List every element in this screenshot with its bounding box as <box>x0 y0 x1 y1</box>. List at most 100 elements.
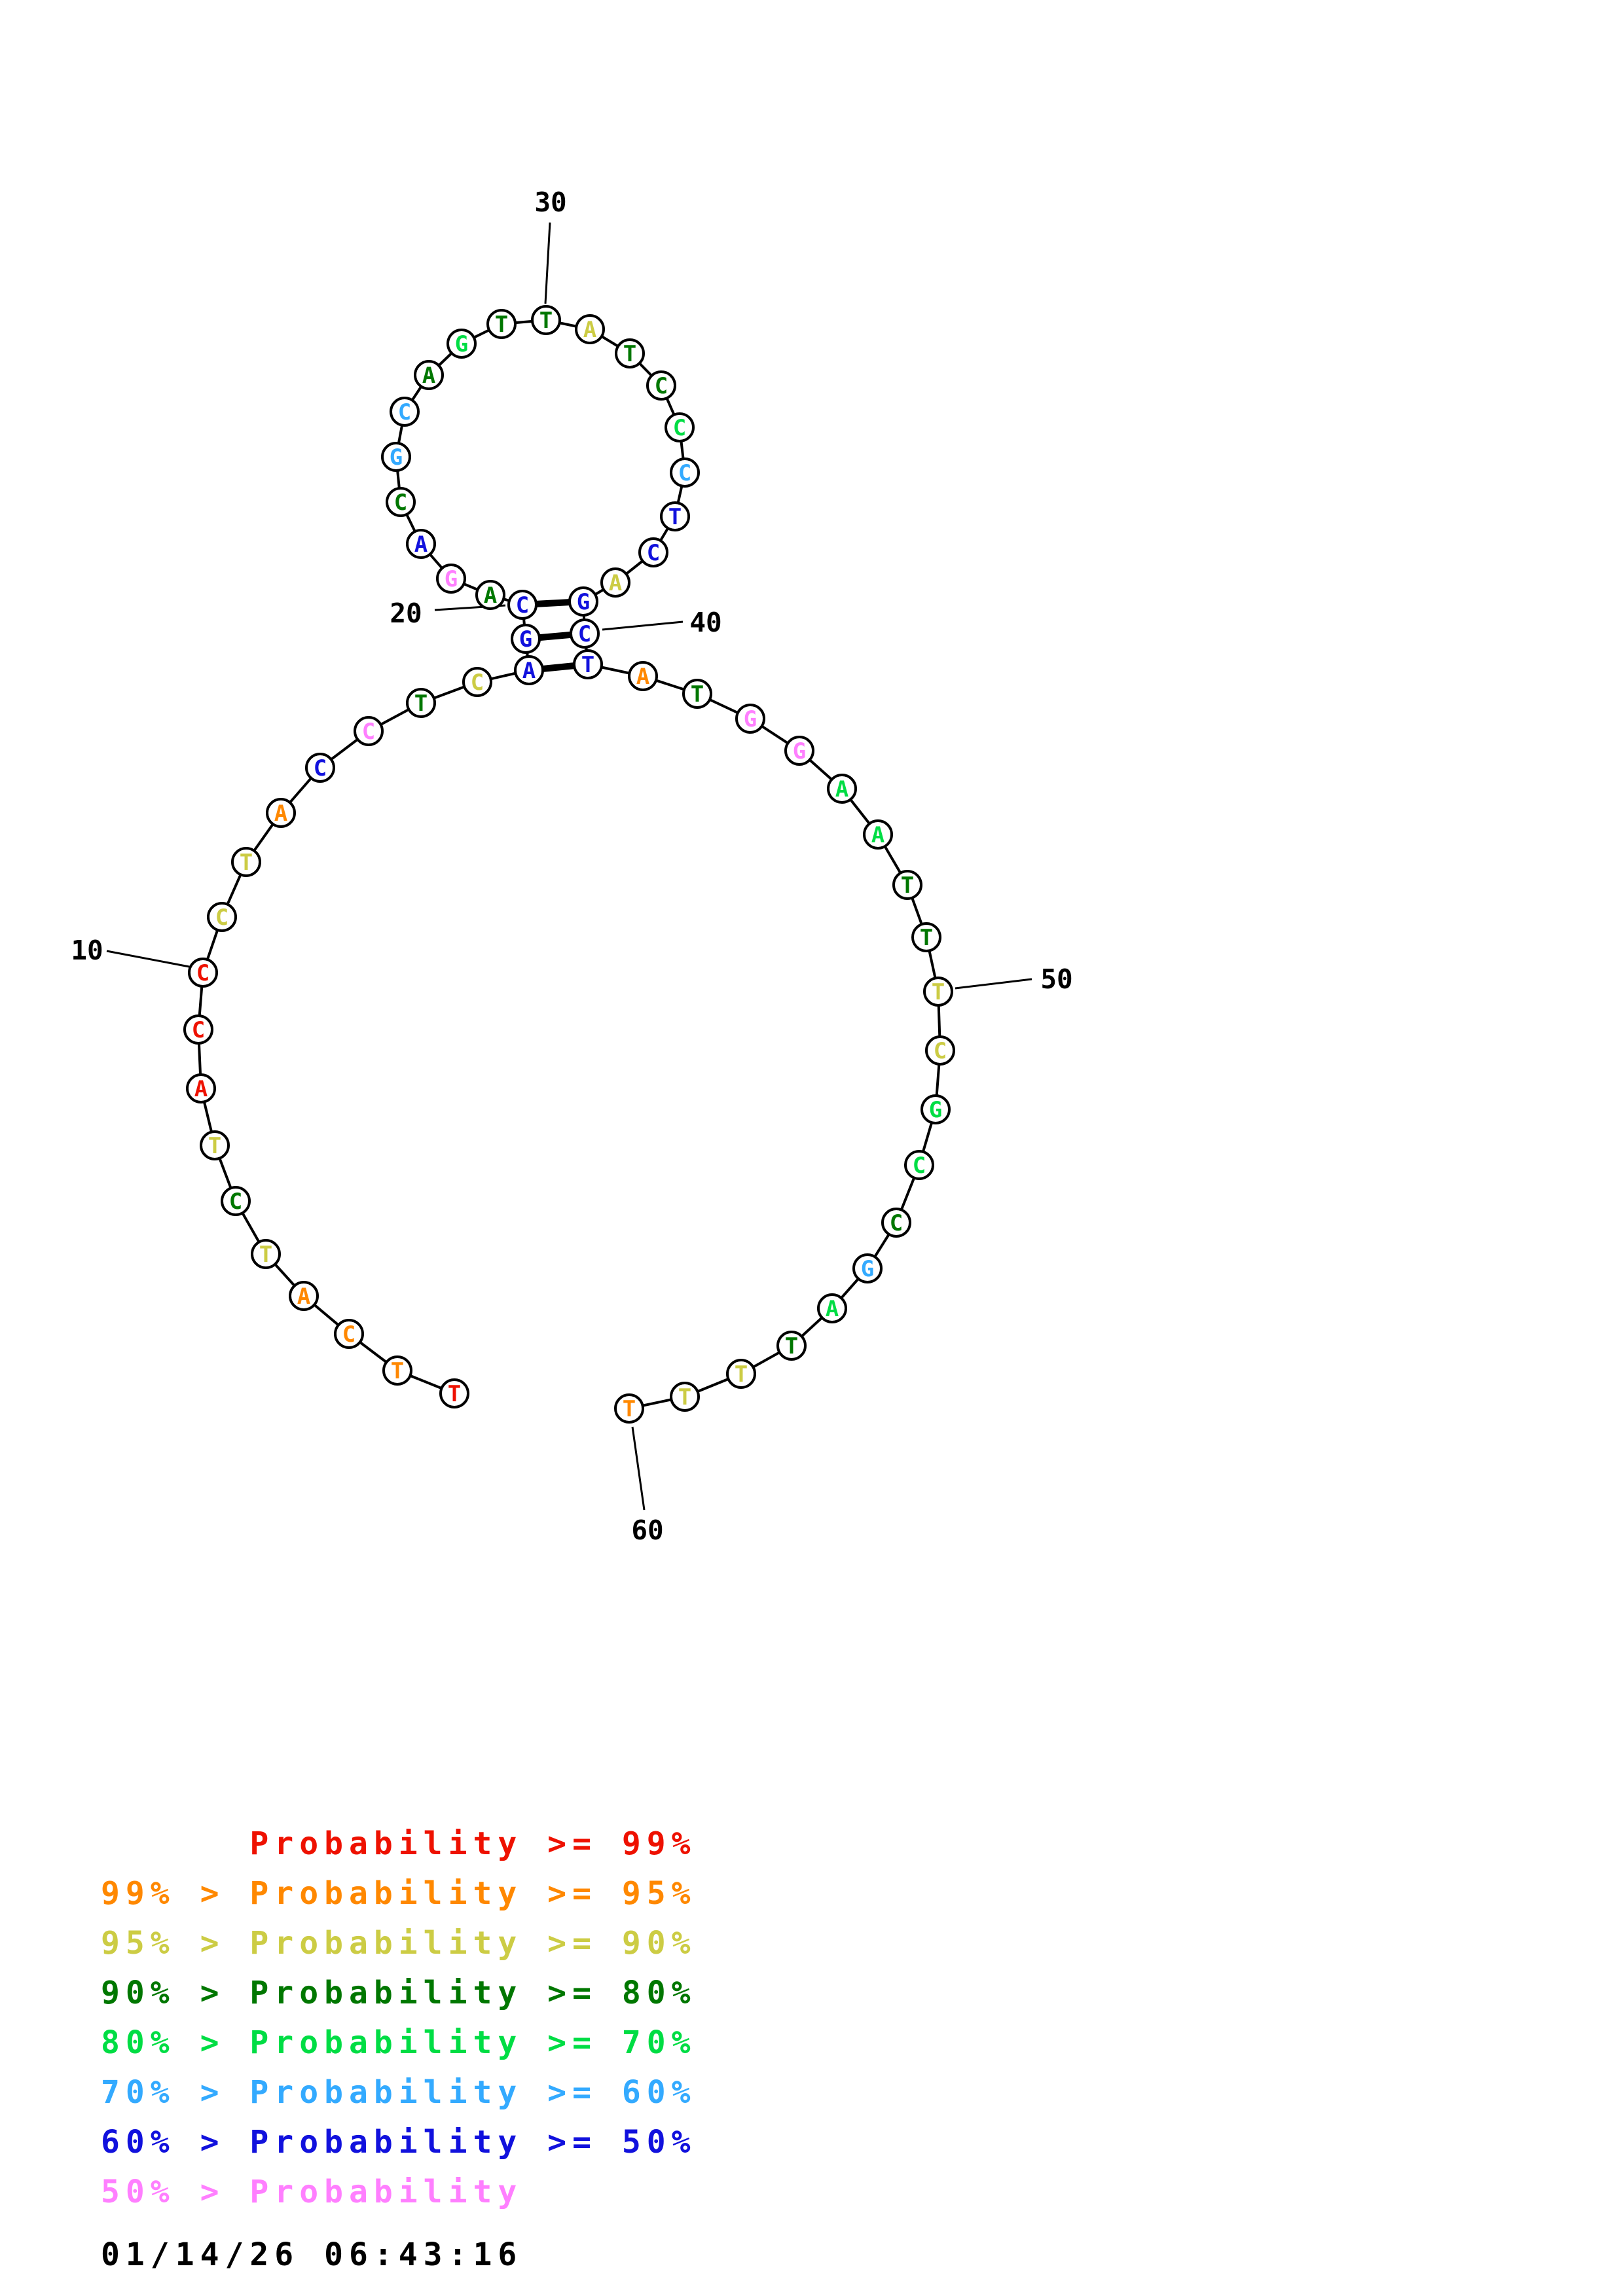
nucleotide-base-56: A <box>826 1296 839 1322</box>
nucleotide-base-46: A <box>835 776 848 802</box>
nucleotide-circle <box>911 922 941 952</box>
nucleotide-circle <box>726 1359 756 1389</box>
nucleotide-base-10: C <box>196 960 210 986</box>
nucleotide-base-26: C <box>398 399 411 425</box>
position-leader-line <box>955 978 1032 990</box>
nucleotide-base-59: T <box>678 1384 691 1410</box>
nucleotide-base-57: T <box>785 1333 798 1359</box>
nucleotide-base-36: T <box>668 504 682 530</box>
nucleotide-base-3: C <box>342 1321 356 1348</box>
nucleotide-base-48: T <box>901 872 914 899</box>
position-label-50: 50 <box>1040 963 1072 995</box>
nucleotide-circle <box>568 586 598 617</box>
plot-timestamp: 01/14/26 06:43:16 <box>101 2236 523 2273</box>
nucleotide-base-15: C <box>362 719 375 745</box>
nucleotide-circle <box>892 870 922 900</box>
nucleotide-circle <box>514 655 544 685</box>
nucleotide-base-54: C <box>890 1210 903 1236</box>
legend-row-8: 50% > Probability <box>101 2174 523 2210</box>
nucleotide-base-6: C <box>229 1189 242 1215</box>
nucleotide-circle <box>390 397 420 427</box>
position-label-10: 10 <box>71 935 103 966</box>
nucleotide-circle <box>682 679 712 709</box>
nucleotide-circle <box>615 338 645 368</box>
nucleotide-base-28: G <box>455 331 468 357</box>
nucleotide-base-16: T <box>414 691 428 717</box>
nucleotide-circle <box>266 798 296 828</box>
nucleotide-circle <box>925 1035 955 1066</box>
nucleotide-base-41: T <box>581 652 594 678</box>
legend-row-6: 70% > Probability >= 60% <box>101 2074 697 2111</box>
nucleotide-base-49: T <box>920 925 933 951</box>
nucleotide-circle <box>382 1355 412 1386</box>
nucleotide-base-37: C <box>647 540 660 566</box>
nucleotide-circle <box>511 624 541 654</box>
nucleotide-base-2: T <box>391 1358 404 1384</box>
nucleotide-base-5: T <box>259 1242 272 1268</box>
nucleotide-base-20: C <box>516 592 529 619</box>
nucleotide-circle <box>827 774 857 804</box>
nucleotide-circle <box>414 360 444 390</box>
position-label-20: 20 <box>390 598 422 629</box>
legend-row-7: 60% > Probability >= 50% <box>101 2124 697 2161</box>
nucleotide-base-14: C <box>314 755 327 781</box>
nucleotide-circle <box>665 412 695 442</box>
nucleotide-base-58: T <box>735 1361 748 1388</box>
nucleotide-circle <box>863 819 893 850</box>
nucleotide-base-27: A <box>422 363 435 389</box>
nucleotide-circle <box>817 1293 847 1323</box>
nucleotide-circle <box>406 688 436 718</box>
nucleotide-circle <box>600 567 630 598</box>
nucleotide-base-32: T <box>623 341 636 367</box>
nucleotide-base-44: G <box>744 706 757 732</box>
nucleotide-base-31: A <box>583 317 596 343</box>
nucleotide-circle <box>881 1208 911 1238</box>
legend-row-4: 90% > Probability >= 80% <box>101 1975 697 2011</box>
nucleotide-base-1: T <box>448 1381 461 1407</box>
nucleotide-base-9: C <box>192 1017 205 1043</box>
nucleotide-base-29: T <box>495 312 508 338</box>
nucleotide-circle <box>221 1186 251 1216</box>
nucleotide-base-53: C <box>913 1153 926 1179</box>
legend-row-1: Probability >= 99% <box>101 1825 697 1862</box>
nucleotide-base-25: G <box>390 444 403 471</box>
nucleotide-circle <box>486 309 517 339</box>
nucleotide-base-11: C <box>215 905 228 931</box>
nucleotide-base-22: G <box>445 566 458 592</box>
nucleotide-circle <box>638 537 668 567</box>
legend-row-3: 95% > Probability >= 90% <box>101 1925 697 1962</box>
nucleotide-base-60: T <box>623 1396 636 1422</box>
nucleotide-base-30: T <box>539 308 553 334</box>
nucleotide-circle <box>531 305 561 335</box>
nucleotide-circle <box>923 977 953 1007</box>
nucleotide-circle <box>305 753 335 783</box>
nucleotide-base-35: C <box>678 460 691 486</box>
nucleotide-base-42: A <box>636 664 649 690</box>
nucleotide-base-17: C <box>471 670 484 696</box>
nucleotide-base-12: T <box>240 850 253 876</box>
nucleotide-circle <box>776 1331 807 1361</box>
nucleotide-circle <box>447 329 477 359</box>
nucleotide-circle <box>381 442 411 472</box>
nucleotide-circle <box>670 457 700 488</box>
nucleotide-base-43: T <box>691 681 704 708</box>
nucleotide-base-55: G <box>861 1256 874 1282</box>
nucleotide-base-23: A <box>414 531 428 558</box>
nucleotide-circle <box>852 1253 883 1283</box>
nucleotide-circle <box>188 958 218 988</box>
nucleotide-circle <box>251 1239 281 1269</box>
nucleotide-base-52: G <box>929 1097 942 1123</box>
nucleotide-base-34: C <box>673 415 686 441</box>
position-leader-line <box>602 620 684 631</box>
nucleotide-circle <box>354 716 384 746</box>
position-label-40: 40 <box>689 607 721 638</box>
nucleotide-base-40: C <box>578 621 591 647</box>
nucleotide-base-51: C <box>934 1038 947 1064</box>
nucleotide-base-21: A <box>484 583 497 609</box>
legend-row-2: 99% > Probability >= 95% <box>101 1875 697 1912</box>
nucleotide-base-39: G <box>577 589 590 615</box>
nucleotide-base-19: G <box>519 626 532 653</box>
nucleotide-circle <box>186 1073 216 1103</box>
position-leader-line <box>106 950 190 968</box>
